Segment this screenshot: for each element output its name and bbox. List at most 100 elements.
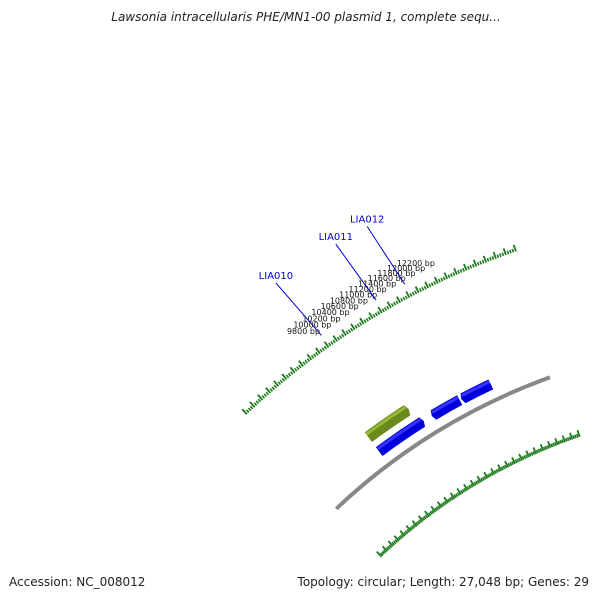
outer-ring-minor-tick [459,268,463,273]
inner-ring-minor-tick [410,525,415,530]
outer-ring-major-tick [249,401,256,408]
inner-ring-minor-tick [532,451,536,455]
inner-ring-major-tick [449,492,456,500]
inner-ring-major-tick [476,475,482,483]
inner-ring-major-tick [532,447,538,455]
gene-feature-lia012[interactable] [460,379,494,404]
outer-ring-minor-tick [306,358,311,362]
inner-ring-major-tick [511,457,516,465]
outer-ring-minor-tick [310,355,315,359]
tick-label: 9800 bp [287,327,320,336]
outer-ring-minor-tick [294,367,298,372]
inner-ring-major-tick [376,551,383,558]
outer-ring-minor-tick [247,407,252,412]
inner-ring-major-tick [387,540,394,547]
outer-ring-minor-tick [253,402,258,406]
gene-feature-lia011[interactable] [430,395,463,420]
inner-ring-minor-tick [528,452,532,457]
gene-feature-lia010[interactable] [364,405,411,443]
outer-ring-major-tick [332,335,338,342]
outer-ring-major-tick [368,312,374,319]
outer-ring-minor-tick [430,282,434,287]
outer-ring-minor-tick [249,405,254,410]
outer-ring-minor-tick [255,400,260,405]
inner-ring-minor-tick [437,505,441,510]
gene-features[interactable] [364,379,494,456]
inner-ring-minor-tick [516,458,520,463]
inner-ring-minor-tick [406,529,410,533]
inner-ring-minor-tick [537,448,541,453]
outer-ring-minor-tick [289,371,294,375]
inner-ring-major-tick [483,471,489,479]
outer-ring-minor-tick [506,250,510,255]
inner-ring-minor-tick [448,497,452,502]
inner-ring-major-tick [569,432,574,440]
inner-ring-minor-tick [475,480,479,485]
gene-arrow-highlight [431,396,460,414]
outer-ring-minor-tick [345,330,349,335]
outer-ring-major-tick [323,341,330,348]
gene-arrow[interactable] [430,395,463,420]
outer-ring-minor-tick [304,359,308,364]
outer-ring-minor-tick [489,256,492,261]
inner-ring-minor-tick [495,469,499,474]
outer-ring-minor-tick [409,292,413,297]
outer-ring-major-tick [502,248,507,256]
outer-ring-minor-tick [395,300,399,305]
outer-ring-minor-tick [400,297,404,302]
inner-ring-minor-tick [511,461,515,465]
inner-ring-minor-tick [493,470,497,474]
inner-ring-minor-tick [552,442,555,447]
outer-ring-minor-tick [298,364,302,369]
outer-ring-major-tick [273,380,280,387]
inner-ring-major-tick [554,438,559,446]
gene-label-lia011[interactable]: LIA011 [319,232,353,243]
inner-ring-major-tick [405,525,412,532]
inner-ring-major-tick [411,520,418,527]
gene-feature-lia010b[interactable] [375,417,426,456]
outer-ring-minor-tick [328,342,332,347]
inner-ring-minor-tick [382,549,387,554]
inner-ring-minor-tick [429,511,433,515]
outer-ring-major-tick [377,306,383,314]
gene-label-lia012[interactable]: LIA012 [350,215,384,226]
inner-ring-minor-tick [415,521,419,526]
outer-ring-minor-tick [501,252,505,257]
inner-ring-minor-tick [521,456,525,460]
outer-ring-minor-tick [269,388,274,392]
outer-ring-major-tick [359,317,365,325]
outer-ring-major-tick [257,394,264,401]
inner-ring-minor-tick [559,439,563,444]
inner-ring-minor-tick [394,539,399,543]
gene-arrow-highlight [376,418,422,451]
inner-ring-minor-tick [443,500,448,505]
backbone-arc [334,375,551,511]
inner-ring-minor-tick [450,496,454,501]
outer-ring-minor-tick [330,341,334,345]
gene-arrow[interactable] [375,417,426,456]
outer-ring-minor-tick [393,301,397,306]
inner-ring-minor-tick [385,547,390,551]
inner-ring-minor-tick [574,434,577,439]
inner-ring-minor-tick [453,494,457,499]
inner-ring-major-tick [469,479,475,487]
inner-ring-major-tick [497,464,503,472]
outer-ring-minor-tick [476,261,480,266]
outer-ring-minor-tick [347,329,352,334]
gene-arrow-highlight [365,406,406,436]
tick-label: 10800 bp [330,296,368,305]
inner-ring-minor-tick [544,445,548,450]
tick-label: 11600 bp [368,274,406,283]
inner-ring-major-tick [547,440,552,449]
inner-ring-minor-tick [404,530,409,535]
outer-ring-minor-tick [302,361,306,366]
outer-ring-minor-tick [386,305,390,310]
gene-label-lia010[interactable]: LIA010 [259,271,293,282]
outer-ring-major-tick [265,387,272,394]
tick-label: 11200 bp [349,285,387,294]
outer-ring-minor-tick [296,366,300,371]
outer-ring-minor-tick [277,381,282,385]
gene-arrow[interactable] [364,405,411,443]
